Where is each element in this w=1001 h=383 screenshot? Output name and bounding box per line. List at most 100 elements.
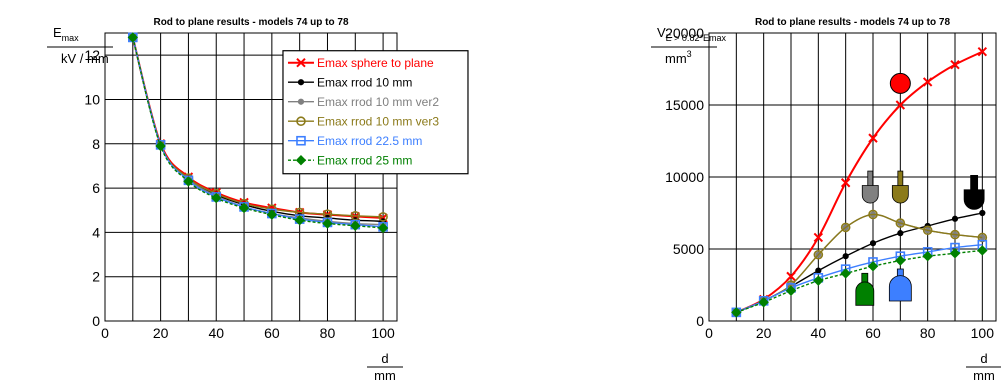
x-tick-label: 80 — [920, 325, 936, 341]
y-axis-label-den: mm3 — [665, 49, 692, 66]
data-point — [895, 255, 906, 266]
x-tick-label: 60 — [264, 325, 280, 341]
y-tick-label: 8 — [92, 136, 100, 152]
legend-entry: Emax sphere to plane — [317, 56, 434, 70]
series-line — [736, 249, 983, 314]
legend-marker — [296, 135, 306, 146]
data-point — [868, 209, 878, 220]
data-point — [322, 218, 333, 229]
y-tick-label: 0 — [696, 313, 704, 329]
rod-tip — [891, 185, 909, 204]
data-point — [949, 248, 961, 259]
x-axis-label-den: mm — [374, 368, 396, 383]
y-tick-label: 12 — [84, 47, 100, 63]
data-point — [758, 297, 769, 308]
chart-title: Rod to plane results - models 74 up to 7… — [153, 17, 348, 28]
x-tick-label: 20 — [756, 325, 772, 341]
legend-entry: Emax rrod 25 mm — [317, 154, 412, 168]
rod-stem — [897, 170, 904, 188]
data-point — [977, 47, 988, 57]
rod-stem — [970, 174, 979, 192]
data-point — [840, 222, 851, 233]
data-point — [977, 245, 988, 256]
y-tick-label: 10000 — [665, 169, 704, 185]
data-point — [922, 250, 933, 262]
y-tick-label: 4 — [92, 224, 100, 240]
data-point — [842, 253, 849, 260]
series-line — [132, 37, 384, 228]
x-tick-label: 0 — [705, 325, 713, 341]
series-6 — [127, 32, 389, 234]
data-point — [785, 285, 797, 296]
series-line — [736, 243, 983, 314]
y-tick-label: 5000 — [673, 241, 704, 257]
legend-box — [282, 50, 469, 175]
x-tick-label: 60 — [865, 325, 881, 341]
data-point — [813, 275, 824, 286]
data-point — [895, 100, 906, 110]
data-point — [868, 133, 878, 143]
data-point — [922, 225, 933, 236]
plot-frame — [708, 32, 997, 322]
data-point — [979, 209, 986, 217]
data-point — [813, 249, 824, 260]
data-point — [950, 229, 960, 240]
x-axis-label: d — [381, 351, 388, 366]
data-point — [127, 32, 139, 43]
data-point — [840, 178, 851, 188]
series-line — [132, 37, 384, 229]
y-axis-label-sub: max — [62, 33, 80, 43]
legend-marker — [297, 98, 305, 105]
x-tick-label: 100 — [971, 325, 995, 341]
chart-title: Rod to plane results - models 74 up to 7… — [755, 17, 950, 28]
data-point — [813, 232, 824, 243]
data-point — [950, 59, 960, 70]
data-point — [211, 192, 222, 204]
x-tick-label: 100 — [371, 325, 395, 341]
x-tick-label: 40 — [208, 325, 224, 341]
rod-25mm-icon — [855, 272, 875, 306]
legend-marker — [295, 155, 307, 166]
legend-marker — [296, 116, 306, 127]
legend-entry: Emax rrod 10 mm ver2 — [317, 95, 439, 109]
series-1 — [731, 47, 988, 318]
data-point — [266, 209, 278, 220]
data-point — [350, 220, 361, 231]
y-axis-label: Emax — [53, 25, 79, 43]
data-point — [815, 267, 822, 274]
sphere-shape — [889, 72, 911, 94]
rod-tip — [855, 281, 875, 306]
y-axis-label-sub: E > 0.82*Emax — [666, 33, 727, 43]
data-point — [867, 261, 879, 272]
y-axis-label-den-sup: 3 — [687, 49, 692, 59]
sphere-icon — [889, 72, 911, 94]
x-tick-label: 20 — [153, 325, 169, 341]
y-tick-label: 10 — [84, 91, 100, 107]
data-point — [869, 240, 877, 247]
x-axis-label-den: mm — [973, 368, 995, 383]
data-point — [951, 215, 959, 222]
data-point — [786, 271, 796, 282]
rod-tip — [888, 275, 912, 302]
legend-marker — [296, 58, 306, 68]
rod-10mm-ver2-icon — [861, 170, 879, 204]
y-tick-label: 20000 — [665, 25, 704, 41]
data-point — [895, 218, 906, 228]
plot-frame — [104, 32, 398, 322]
y-tick-label: 15000 — [665, 97, 704, 113]
legend-marker — [297, 79, 305, 86]
series-6 — [731, 245, 988, 318]
x-tick-label: 80 — [320, 325, 336, 341]
y-tick-label: 0 — [92, 313, 100, 329]
data-point — [183, 176, 194, 187]
chart-1: Rod to plane results - models 74 up to 7… — [47, 17, 469, 383]
data-point — [378, 212, 388, 222]
rod-22-5mm-icon — [888, 268, 912, 302]
legend-entry: Emax rrod 10 mm — [317, 76, 412, 90]
rod-stem — [867, 170, 874, 188]
data-point — [377, 222, 389, 234]
data-point — [350, 210, 361, 221]
data-point — [731, 307, 742, 318]
y-tick-label: 6 — [92, 180, 100, 196]
